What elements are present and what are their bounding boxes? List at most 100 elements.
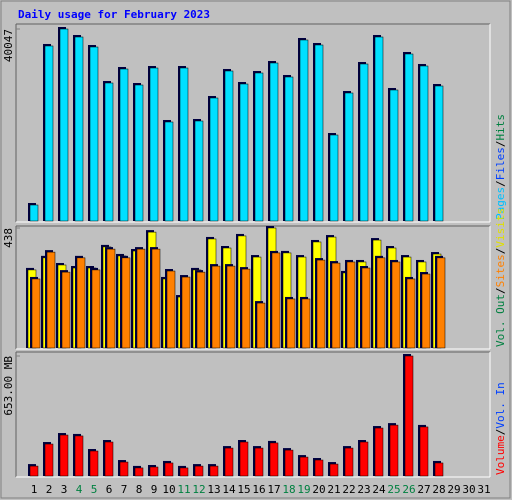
- x-tick-label: 31: [477, 483, 490, 496]
- bar: [224, 447, 234, 477]
- side-label: Pages/Files/Hits: [494, 114, 507, 220]
- x-tick-label: 3: [61, 483, 68, 496]
- bar: [241, 268, 251, 349]
- bar: [226, 265, 236, 349]
- bar: [194, 465, 204, 477]
- bar: [376, 257, 386, 349]
- bar: [166, 270, 176, 349]
- bar: [59, 28, 69, 222]
- bar: [179, 67, 189, 222]
- bar: [434, 85, 444, 222]
- bar: [344, 92, 354, 222]
- bar: [104, 441, 114, 477]
- bar: [106, 248, 116, 349]
- bar: [389, 424, 399, 477]
- bar: [299, 39, 309, 222]
- bar: [329, 463, 339, 477]
- bar: [316, 259, 326, 349]
- x-tick-label: 4: [76, 483, 83, 496]
- x-tick-label: 16: [252, 483, 265, 496]
- bar: [121, 257, 131, 349]
- bar: [421, 273, 431, 349]
- x-tick-label: 9: [151, 483, 158, 496]
- bar: [61, 271, 71, 349]
- bar: [346, 261, 356, 349]
- bar: [419, 426, 429, 477]
- bar: [164, 462, 174, 477]
- x-tick-label: 27: [417, 483, 430, 496]
- bar: [44, 45, 54, 222]
- x-tick-label: 7: [121, 483, 128, 496]
- bar: [254, 72, 264, 222]
- bar: [314, 459, 324, 477]
- x-tick-label: 25: [387, 483, 400, 496]
- bar: [391, 261, 401, 349]
- bar: [76, 257, 86, 349]
- bar: [136, 248, 146, 349]
- bar: [271, 252, 281, 349]
- bar: [284, 449, 294, 477]
- chart-title: Daily usage for February 2023: [18, 8, 210, 21]
- x-tick-label: 29: [447, 483, 460, 496]
- bar: [59, 434, 69, 477]
- side-label-part: /: [494, 429, 507, 436]
- side-label-part: Pages: [494, 187, 507, 220]
- x-tick-label: 8: [136, 483, 143, 496]
- bar: [134, 84, 144, 222]
- y-tick-label: 438: [2, 228, 15, 248]
- bar: [314, 44, 324, 222]
- bar: [209, 465, 219, 477]
- x-tick-label: 5: [91, 483, 98, 496]
- bar: [119, 68, 129, 222]
- y-tick-label: 40047: [2, 29, 15, 62]
- bar: [74, 435, 84, 477]
- bar: [211, 265, 221, 349]
- side-label-part: /: [494, 180, 507, 187]
- bar: [209, 97, 219, 222]
- bar: [256, 302, 266, 349]
- side-label-part: Volume: [494, 435, 507, 475]
- side-label-part: Sites: [494, 254, 507, 287]
- bar: [419, 65, 429, 222]
- x-tick-label: 30: [462, 483, 475, 496]
- bar: [119, 461, 129, 477]
- x-tick-label: 11: [177, 483, 190, 496]
- bar: [434, 462, 444, 477]
- bar: [196, 271, 206, 349]
- bar: [286, 298, 296, 349]
- bar: [269, 62, 279, 222]
- bar: [194, 120, 204, 222]
- bar: [91, 269, 101, 349]
- x-tick-label: 26: [402, 483, 415, 496]
- bar: [301, 298, 311, 349]
- x-tick-label: 10: [162, 483, 175, 496]
- x-tick-label: 24: [372, 483, 386, 496]
- bar: [269, 442, 279, 477]
- side-label: Vol. Out/Sites/Visits: [494, 208, 507, 347]
- side-label-part: /: [494, 141, 507, 148]
- x-tick-label: 20: [312, 483, 325, 496]
- bar: [329, 134, 339, 222]
- x-tick-label: 1: [31, 483, 38, 496]
- bar: [284, 76, 294, 222]
- side-label-part: Vol. Out: [494, 294, 507, 347]
- side-label-part: /: [494, 287, 507, 294]
- bar: [151, 248, 161, 349]
- bar: [89, 46, 99, 222]
- x-tick-label: 22: [342, 483, 355, 496]
- bar: [179, 467, 189, 477]
- bar: [239, 441, 249, 477]
- bar: [149, 466, 159, 477]
- side-label-part: Vol. In: [494, 382, 507, 428]
- bar: [44, 443, 54, 477]
- bar: [149, 67, 159, 222]
- bar: [74, 36, 84, 222]
- bar: [359, 441, 369, 477]
- bar: [224, 70, 234, 222]
- bar: [404, 355, 414, 477]
- bar: [404, 53, 414, 222]
- side-label-part: Files: [494, 147, 507, 180]
